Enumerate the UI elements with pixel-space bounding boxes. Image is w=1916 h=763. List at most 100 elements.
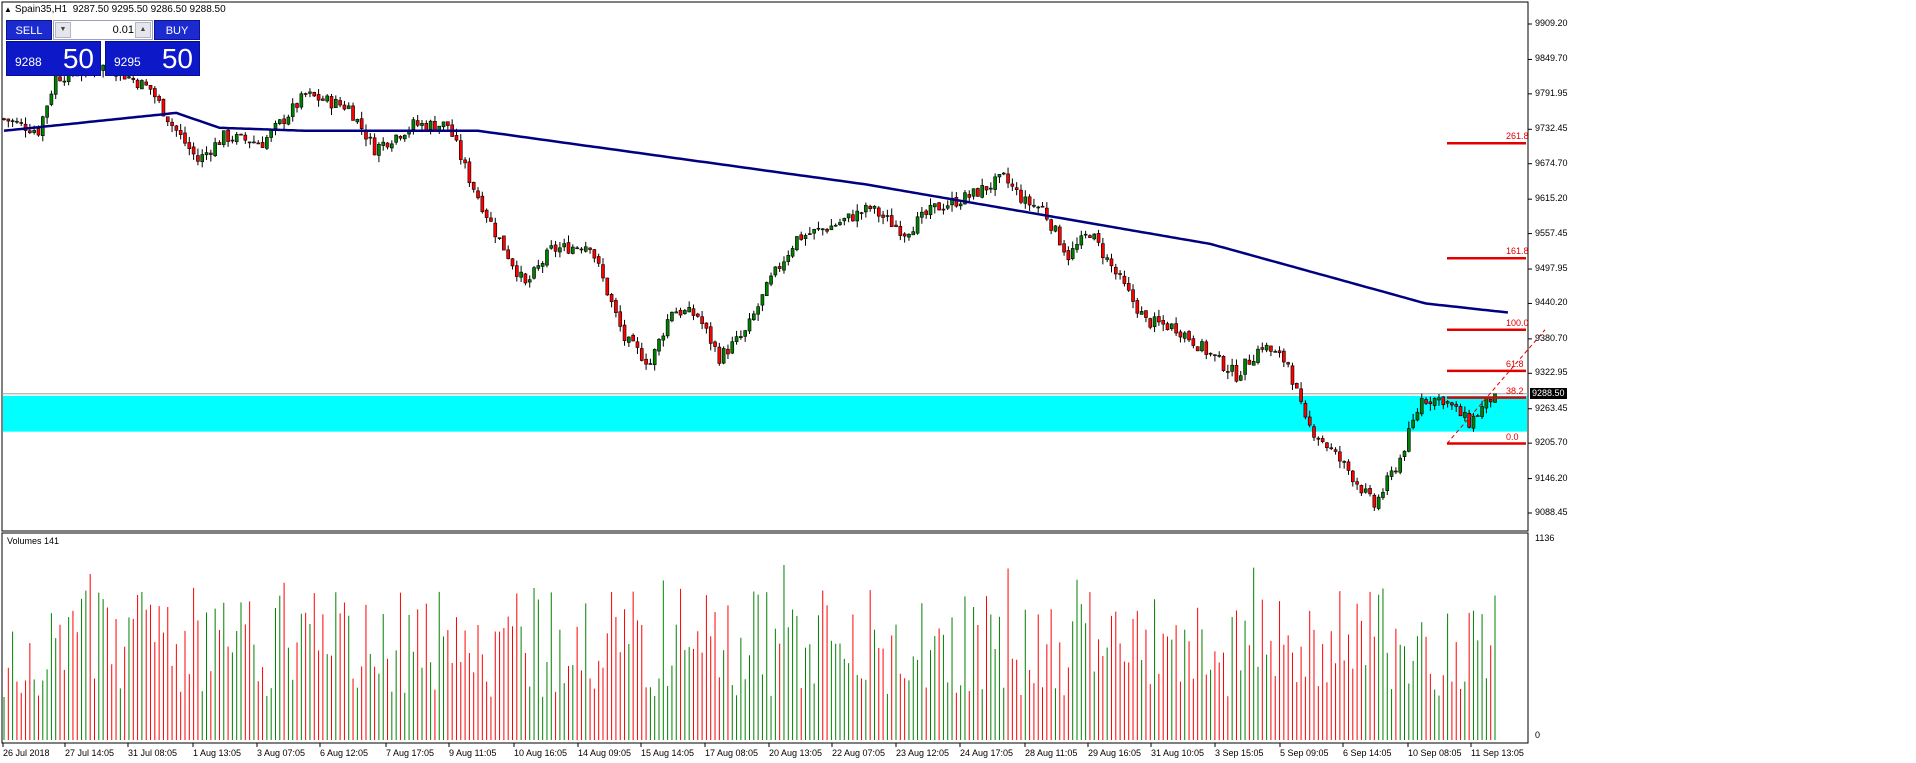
candle[interactable] bbox=[506, 245, 510, 260]
candle[interactable] bbox=[683, 308, 687, 315]
candle[interactable] bbox=[803, 233, 808, 246]
candle[interactable] bbox=[1290, 362, 1295, 391]
candle[interactable] bbox=[1277, 346, 1282, 358]
candle[interactable] bbox=[1450, 401, 1454, 410]
candle[interactable] bbox=[605, 277, 610, 296]
candle[interactable] bbox=[945, 200, 950, 211]
candle[interactable] bbox=[510, 258, 515, 270]
candle[interactable] bbox=[1027, 194, 1032, 211]
candle[interactable] bbox=[1372, 493, 1377, 511]
candle[interactable] bbox=[1381, 488, 1385, 500]
candle[interactable] bbox=[1113, 263, 1118, 280]
candle[interactable] bbox=[467, 157, 472, 187]
candle[interactable] bbox=[665, 314, 670, 339]
candle[interactable] bbox=[1480, 400, 1484, 420]
candle[interactable] bbox=[256, 140, 261, 145]
candle[interactable] bbox=[1152, 312, 1157, 333]
candle[interactable] bbox=[549, 240, 554, 250]
candle[interactable] bbox=[808, 227, 812, 235]
candle[interactable] bbox=[1415, 408, 1420, 422]
candle[interactable] bbox=[721, 346, 726, 365]
candle[interactable] bbox=[894, 220, 898, 228]
candle[interactable] bbox=[1282, 348, 1286, 367]
candle[interactable] bbox=[1411, 413, 1415, 430]
candle[interactable] bbox=[786, 250, 791, 266]
candle[interactable] bbox=[174, 125, 179, 137]
candle[interactable] bbox=[881, 210, 885, 225]
candle[interactable] bbox=[368, 133, 373, 145]
candle[interactable] bbox=[553, 240, 558, 258]
candle[interactable] bbox=[764, 281, 769, 296]
candle[interactable] bbox=[247, 141, 252, 149]
candle[interactable] bbox=[726, 344, 730, 360]
candle[interactable] bbox=[1014, 182, 1019, 196]
candle[interactable] bbox=[1437, 393, 1441, 406]
candle[interactable] bbox=[648, 358, 653, 365]
candle[interactable] bbox=[148, 85, 153, 95]
candle[interactable] bbox=[480, 191, 485, 214]
candle[interactable] bbox=[226, 128, 230, 147]
candle[interactable] bbox=[1471, 412, 1476, 432]
candle[interactable] bbox=[1316, 436, 1321, 446]
candle[interactable] bbox=[135, 78, 140, 90]
candle[interactable] bbox=[265, 134, 269, 151]
candle[interactable] bbox=[885, 209, 890, 222]
candle[interactable] bbox=[562, 238, 567, 252]
candle[interactable] bbox=[1445, 400, 1450, 408]
candle[interactable] bbox=[915, 212, 920, 235]
candle[interactable] bbox=[1083, 230, 1088, 239]
candle[interactable] bbox=[773, 266, 778, 278]
candle[interactable] bbox=[937, 201, 941, 211]
candle[interactable] bbox=[325, 94, 329, 103]
candle[interactable] bbox=[989, 182, 993, 193]
candle[interactable] bbox=[230, 135, 235, 144]
candle[interactable] bbox=[351, 102, 355, 121]
candle[interactable] bbox=[760, 294, 765, 312]
candle[interactable] bbox=[1174, 317, 1178, 337]
candle[interactable] bbox=[187, 136, 192, 156]
candle[interactable] bbox=[1023, 190, 1028, 209]
candle[interactable] bbox=[639, 342, 644, 362]
candle[interactable] bbox=[907, 233, 911, 241]
candle[interactable] bbox=[1294, 382, 1299, 389]
candle[interactable] bbox=[622, 319, 627, 346]
candle[interactable] bbox=[1092, 233, 1097, 241]
candle[interactable] bbox=[1049, 218, 1053, 235]
candle[interactable] bbox=[984, 186, 989, 195]
candle[interactable] bbox=[523, 272, 528, 286]
candle[interactable] bbox=[575, 246, 579, 250]
candle[interactable] bbox=[950, 191, 954, 212]
candle[interactable] bbox=[1182, 331, 1187, 343]
candle[interactable] bbox=[484, 208, 489, 223]
candle[interactable] bbox=[346, 102, 351, 110]
candle[interactable] bbox=[571, 244, 575, 255]
candle[interactable] bbox=[377, 142, 381, 163]
candle[interactable] bbox=[260, 136, 265, 148]
candle[interactable] bbox=[1432, 397, 1437, 410]
candle[interactable] bbox=[1148, 317, 1153, 330]
candle[interactable] bbox=[782, 256, 786, 274]
candle[interactable] bbox=[213, 137, 217, 157]
candle[interactable] bbox=[1170, 323, 1174, 331]
candle[interactable] bbox=[40, 115, 45, 142]
candle[interactable] bbox=[1096, 229, 1101, 247]
candle[interactable] bbox=[1070, 241, 1075, 261]
candle[interactable] bbox=[515, 260, 519, 282]
candle[interactable] bbox=[153, 86, 157, 104]
candle[interactable] bbox=[372, 133, 377, 156]
candle[interactable] bbox=[545, 247, 549, 268]
candle[interactable] bbox=[329, 93, 334, 116]
candle[interactable] bbox=[338, 97, 342, 108]
candle[interactable] bbox=[1126, 277, 1131, 293]
candle[interactable] bbox=[1062, 239, 1066, 256]
candle[interactable] bbox=[286, 114, 291, 126]
candle[interactable] bbox=[704, 322, 709, 334]
candle[interactable] bbox=[497, 237, 502, 240]
candle[interactable] bbox=[540, 261, 545, 274]
candle[interactable] bbox=[1135, 297, 1140, 318]
candle[interactable] bbox=[1350, 469, 1355, 487]
candle[interactable] bbox=[1368, 484, 1372, 497]
candle[interactable] bbox=[1010, 178, 1015, 191]
candle[interactable] bbox=[450, 119, 454, 138]
